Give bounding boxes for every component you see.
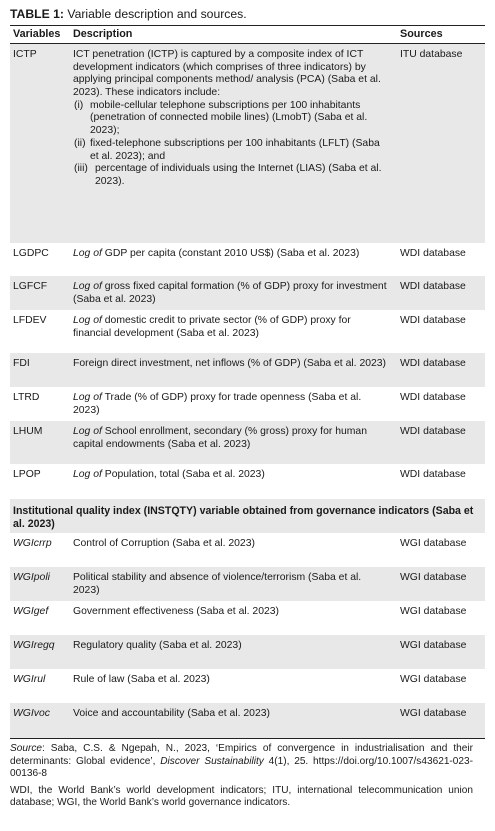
variable-cell: LTRD <box>13 392 40 403</box>
source-cell: WGI database <box>400 674 467 685</box>
source-cell: WGI database <box>400 708 467 719</box>
list-text: mobile-cellular telephone subscriptions … <box>90 99 368 137</box>
table-header: Variables Description Sources <box>10 26 485 43</box>
variable-cell: LGFCF <box>13 281 48 292</box>
source-cell: WDI database <box>400 315 466 326</box>
bottom-rule <box>10 738 485 739</box>
table-row: LHUM Log of School enrollment, secondary… <box>10 421 485 464</box>
table-row: WGIcrrp Control of Corruption (Saba et a… <box>10 533 485 567</box>
variable-cell: FDI <box>13 358 30 369</box>
table-notes: Source: Saba, C.S. & Ngepah, N., 2023, ‘… <box>10 743 485 810</box>
variable-cell: WGIgef <box>13 606 49 617</box>
table-title: TABLE 1: Variable description and source… <box>10 6 485 22</box>
variable-cell: LPOP <box>13 469 41 480</box>
table-row: WGIregq Regulatory quality (Saba et al. … <box>10 635 485 669</box>
description-cell: ICT penetration (ICTP) is captured by a … <box>70 49 394 189</box>
variable-cell: LHUM <box>13 426 43 437</box>
source-cell: WDI database <box>400 392 466 403</box>
description-cell: Log of GDP per capita (constant 2010 US$… <box>73 248 360 259</box>
section-heading: Institutional quality index (INSTQTY) va… <box>10 499 485 533</box>
table-row: WGIvoc Voice and accountability (Saba et… <box>10 703 485 738</box>
source-cell: WDI database <box>400 426 466 437</box>
list-item: (iii) percentage of individuals using th… <box>73 163 388 188</box>
variable-cell: WGIrul <box>13 674 46 685</box>
table-row: ICTP ICT penetration (ICTP) is captured … <box>10 44 485 243</box>
description-cell: Log of Population, total (Saba et al. 20… <box>73 469 265 480</box>
table-row: FDI Foreign direct investment, net inflo… <box>10 353 485 387</box>
list-number: (iii) <box>74 163 88 175</box>
description-cell: Log of domestic credit to private sector… <box>73 315 351 339</box>
table-row: LFDEV Log of domestic credit to private … <box>10 310 485 353</box>
table-row: LGFCF Log of gross fixed capital formati… <box>10 276 485 310</box>
table-row: LPOP Log of Population, total (Saba et a… <box>10 464 485 499</box>
table-row: LTRD Log of Trade (% of GDP) proxy for t… <box>10 387 485 421</box>
list-number: (ii) <box>74 137 86 149</box>
indicator-list: (i) mobile-cellular telephone subscripti… <box>73 100 388 189</box>
variable-cell: LFDEV <box>13 315 47 326</box>
source-cell: WGI database <box>400 606 467 617</box>
source-cell: WDI database <box>400 358 466 369</box>
header-variables: Variables <box>13 27 61 40</box>
source-cell: WGI database <box>400 572 467 583</box>
description-cell: Rule of law (Saba et al. 2023) <box>73 674 210 685</box>
description-cell: Control of Corruption (Saba et al. 2023) <box>73 538 255 549</box>
description-cell: Foreign direct investment, net inflows (… <box>73 358 387 369</box>
table-caption: Variable description and sources. <box>63 7 247 21</box>
variable-cell: WGIpoli <box>13 572 50 583</box>
source-cell: WDI database <box>400 248 466 259</box>
header-description: Description <box>73 27 133 40</box>
table-row: LGDPC Log of GDP per capita (constant 20… <box>10 243 485 276</box>
description-cell: Log of Trade (% of GDP) proxy for trade … <box>73 392 362 416</box>
table-row: WGIgef Government effectiveness (Saba et… <box>10 601 485 635</box>
description-cell: Log of gross fixed capital formation (% … <box>73 281 387 305</box>
table-row: WGIrul Rule of law (Saba et al. 2023) WG… <box>10 669 485 703</box>
variable-cell: ICTP <box>13 49 37 60</box>
description-cell: Government effectiveness (Saba et al. 20… <box>73 606 280 617</box>
variable-cell: WGIvoc <box>13 708 50 719</box>
source-cell: WGI database <box>400 538 467 549</box>
header-sources: Sources <box>400 27 443 40</box>
source-cell: WDI database <box>400 281 466 292</box>
description-cell: Political stability and absence of viole… <box>73 572 362 596</box>
source-note: Source: Saba, C.S. & Ngepah, N., 2023, ‘… <box>10 743 473 780</box>
list-text: percentage of individuals using the Inte… <box>95 163 382 187</box>
description-text: ICT penetration (ICTP) is captured by a … <box>73 49 381 99</box>
table-row: WGIpoli Political stability and absence … <box>10 567 485 601</box>
list-item: (ii) fixed-telephone subscriptions per 1… <box>73 138 388 163</box>
list-number: (i) <box>74 99 84 111</box>
source-cell: WDI database <box>400 469 466 480</box>
list-text: fixed-telephone subscriptions per 100 in… <box>90 137 380 162</box>
list-item: (i) mobile-cellular telephone subscripti… <box>73 100 388 138</box>
description-cell: Regulatory quality (Saba et al. 2023) <box>73 640 242 651</box>
description-cell: Log of School enrollment, secondary (% g… <box>73 426 367 450</box>
top-rule <box>10 25 485 26</box>
variable-cell: WGIcrrp <box>13 538 52 549</box>
abbreviations-note: WDI, the World Bank’s world development … <box>10 784 473 809</box>
source-cell: ITU database <box>400 49 463 60</box>
header-rule <box>10 43 485 44</box>
variable-cell: WGIregq <box>13 640 55 651</box>
variable-cell: LGDPC <box>13 248 49 259</box>
description-cell: Voice and accountability (Saba et al. 20… <box>73 708 270 719</box>
source-cell: WGI database <box>400 640 467 651</box>
table-number: TABLE 1: <box>10 7 64 21</box>
